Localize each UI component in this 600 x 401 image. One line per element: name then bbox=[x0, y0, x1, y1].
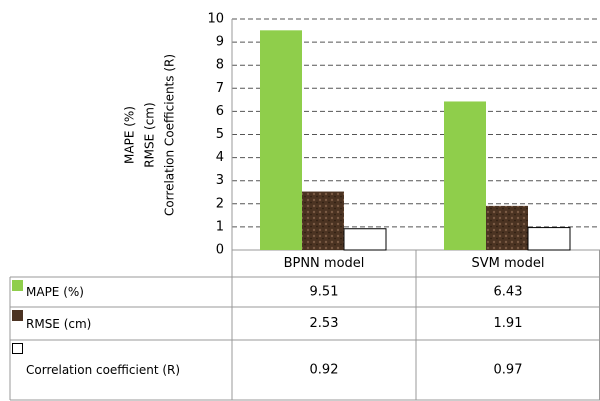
bar bbox=[343, 228, 387, 251]
legend-swatch bbox=[12, 280, 23, 291]
y-tick-label: 8 bbox=[216, 58, 224, 73]
table-value: 0.97 bbox=[494, 363, 523, 378]
bar bbox=[444, 101, 486, 250]
y-axis-label: MAPE (%) bbox=[123, 106, 137, 164]
y-tick-label: 6 bbox=[216, 104, 224, 119]
table-value: 0.92 bbox=[310, 363, 339, 378]
legend-swatch bbox=[12, 343, 23, 354]
bar bbox=[527, 227, 571, 251]
y-tick-label: 2 bbox=[216, 196, 224, 211]
y-tick-label: 4 bbox=[216, 150, 224, 165]
legend-cell: Correlation coefficient (R) bbox=[12, 340, 230, 400]
legend-entry: Correlation coefficient (R) bbox=[12, 340, 230, 400]
legend-label: Correlation coefficient (R) bbox=[26, 363, 181, 377]
bar bbox=[302, 191, 344, 250]
bar bbox=[260, 30, 302, 250]
y-tick-label: 7 bbox=[216, 81, 224, 96]
legend-entry: MAPE (%) bbox=[12, 277, 230, 307]
legend-cell: MAPE (%) bbox=[12, 277, 230, 307]
legend-label: RMSE (cm) bbox=[26, 316, 92, 331]
bar bbox=[486, 205, 528, 250]
table-value: 9.51 bbox=[310, 285, 339, 300]
y-axis-label: Correlation Coefficients (R) bbox=[163, 54, 177, 216]
table-value: 1.91 bbox=[494, 316, 523, 331]
legend-label: MAPE (%) bbox=[26, 285, 84, 299]
y-tick-label: 0 bbox=[216, 243, 224, 258]
category-label: SVM model bbox=[472, 256, 545, 271]
table-value: 6.43 bbox=[494, 285, 523, 300]
legend-entry: RMSE (cm) bbox=[12, 307, 230, 340]
legend-cell: RMSE (cm) bbox=[12, 307, 230, 340]
category-label: BPNN model bbox=[284, 256, 365, 271]
y-tick-label: 3 bbox=[216, 173, 224, 188]
y-axis-label: RMSE (cm) bbox=[143, 102, 157, 167]
y-tick-label: 10 bbox=[207, 12, 224, 27]
table-value: 2.53 bbox=[310, 316, 339, 331]
legend-swatch bbox=[12, 310, 23, 321]
y-tick-label: 5 bbox=[216, 127, 224, 142]
y-tick-label: 1 bbox=[216, 219, 224, 234]
y-tick-label: 9 bbox=[216, 35, 224, 50]
